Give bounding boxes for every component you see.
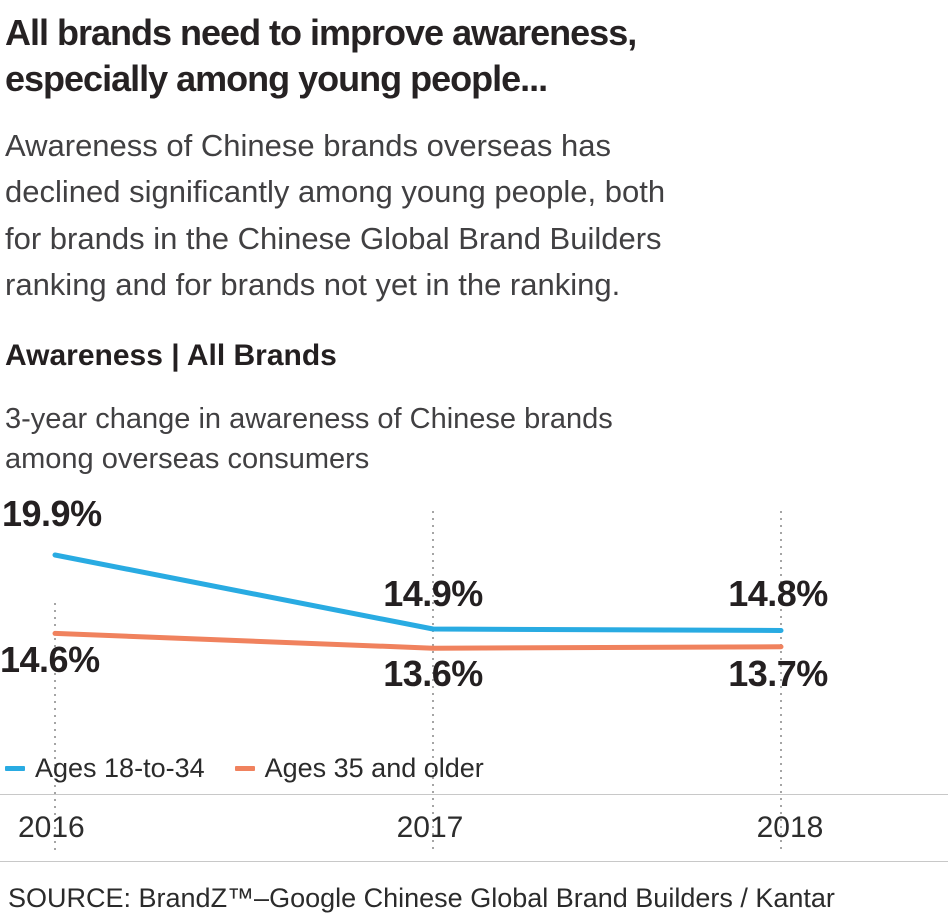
legend: Ages 18-to-34 Ages 35 and older xyxy=(5,753,484,784)
intro-paragraph: Awareness of Chinese brands overseas has… xyxy=(5,123,940,309)
legend-swatch-orange-icon xyxy=(234,765,255,771)
data-label-35-older-2018: 13.7% xyxy=(728,652,828,694)
chart-description-line-2: among overseas consumers xyxy=(5,442,370,475)
page-title: All brands need to improve awareness, es… xyxy=(0,0,948,103)
chart-canvas xyxy=(52,510,784,852)
intro-line-2: declined significantly among young peopl… xyxy=(5,174,666,210)
legend-swatch-blue-icon xyxy=(5,765,25,771)
x-tick-2018: 2018 xyxy=(756,810,824,844)
series-line-ages-18-34 xyxy=(52,552,784,633)
chart-description-line-1: 3-year change in awareness of Chinese br… xyxy=(5,402,613,435)
chart-description: 3-year change in awareness of Chinese br… xyxy=(5,399,940,479)
data-label-35-older-2016: 14.6% xyxy=(0,638,100,680)
x-axis: 2016 2017 2018 xyxy=(0,793,948,862)
legend-item-ages-18-34: Ages 18-to-34 xyxy=(5,753,205,784)
page-title-line-1: All brands need to improve awareness, xyxy=(5,12,637,53)
data-label-18-34-2018: 14.8% xyxy=(728,572,828,614)
source-attribution: SOURCE: BrandZ™–Google Chinese Global Br… xyxy=(8,882,835,913)
intro-line-1: Awareness of Chinese brands overseas has xyxy=(5,127,611,163)
series-line-ages-35-older xyxy=(52,630,784,651)
page-title-line-2: especially among young people... xyxy=(5,58,548,100)
x-tick-2017: 2017 xyxy=(396,810,464,844)
legend-label-ages-18-34: Ages 18-to-34 xyxy=(35,752,205,783)
data-label-18-34-2016: 19.9% xyxy=(2,492,102,534)
x-tick-2016: 2016 xyxy=(18,810,85,844)
legend-item-ages-35-older: Ages 35 and older xyxy=(234,752,484,784)
legend-label-ages-35-older: Ages 35 and older xyxy=(264,752,484,783)
intro-line-4: ranking and for brands not yet in the ra… xyxy=(5,267,621,303)
intro-line-3: for brands in the Chinese Global Brand B… xyxy=(5,220,662,256)
data-label-35-older-2017: 13.6% xyxy=(383,652,483,694)
chart-section-title: Awareness | All Brands xyxy=(5,338,337,372)
data-label-18-34-2017: 14.9% xyxy=(383,572,483,614)
line-chart: 19.9% 14.9% 14.8% 14.6% 13.6% 13.7% Ages… xyxy=(0,487,948,867)
